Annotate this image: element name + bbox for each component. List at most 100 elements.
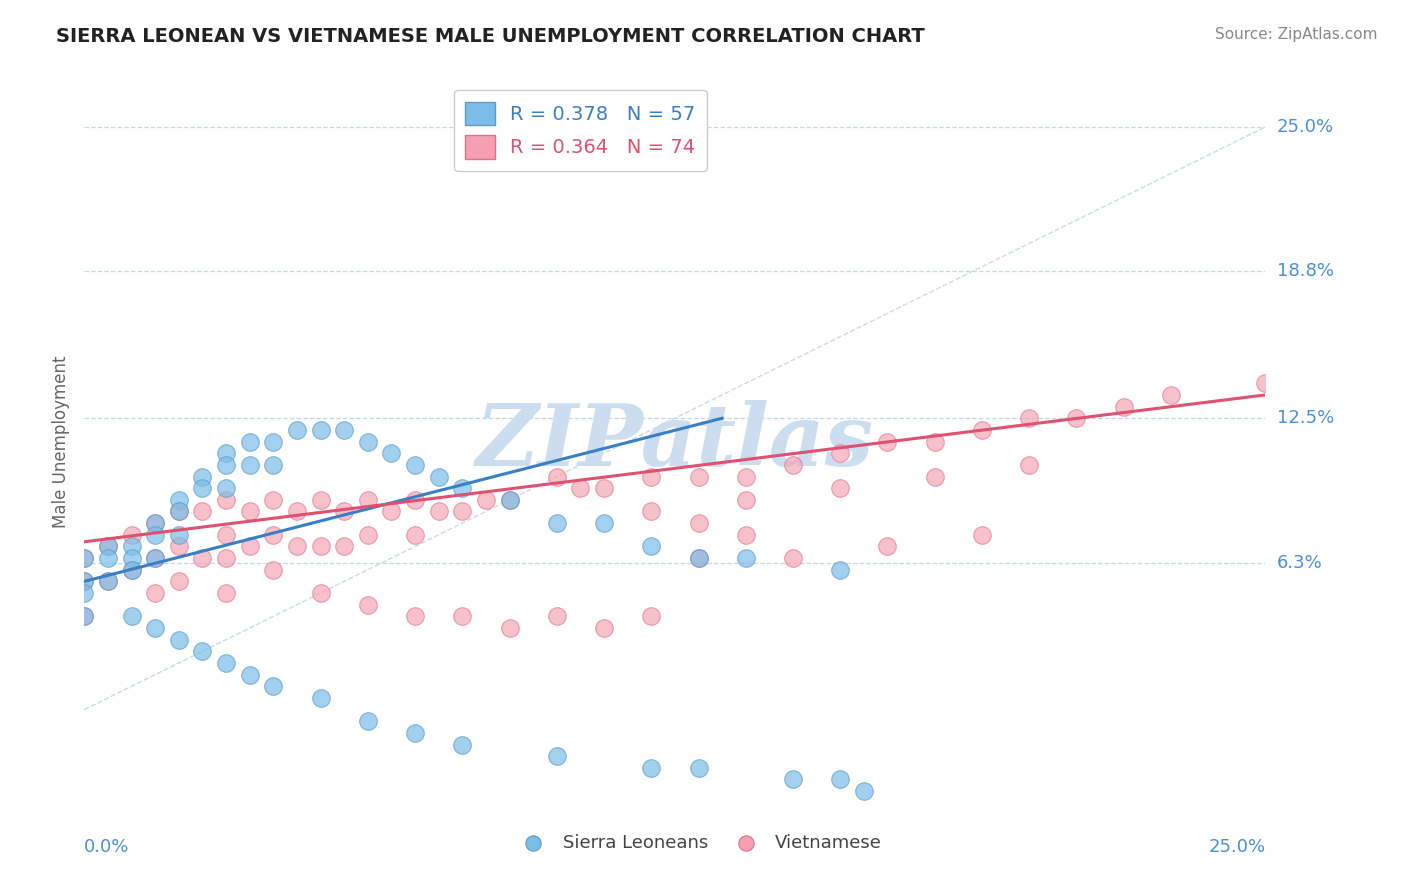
Point	[546, 469, 568, 483]
Point	[546, 516, 568, 530]
Point	[239, 458, 262, 472]
Text: Sierra Leoneans: Sierra Leoneans	[562, 833, 709, 852]
Point	[1018, 458, 1040, 472]
Point	[73, 586, 96, 600]
Point	[451, 738, 474, 752]
Text: 6.3%: 6.3%	[1277, 554, 1322, 572]
Point	[167, 504, 190, 518]
Y-axis label: Male Unemployment: Male Unemployment	[52, 355, 70, 528]
Point	[309, 586, 332, 600]
Point	[262, 492, 284, 507]
Point	[167, 540, 190, 554]
Point	[262, 528, 284, 542]
Point	[688, 516, 710, 530]
Point	[404, 726, 426, 740]
Point	[640, 504, 662, 518]
Point	[830, 446, 852, 460]
Point	[191, 469, 214, 483]
Point	[734, 492, 756, 507]
Point	[215, 528, 238, 542]
Point	[830, 481, 852, 495]
Point	[357, 528, 380, 542]
Point	[73, 574, 96, 589]
Text: ZIPatlas: ZIPatlas	[475, 400, 875, 483]
Point	[688, 761, 710, 775]
Point	[380, 504, 402, 518]
Point	[427, 469, 450, 483]
Point	[239, 540, 262, 554]
Legend: R = 0.378   N = 57, R = 0.364   N = 74: R = 0.378 N = 57, R = 0.364 N = 74	[454, 90, 707, 170]
Point	[97, 574, 120, 589]
Point	[73, 574, 96, 589]
Point	[97, 574, 120, 589]
Point	[215, 656, 238, 670]
Point	[285, 504, 308, 518]
Point	[593, 621, 616, 635]
Point	[640, 761, 662, 775]
Point	[380, 446, 402, 460]
Point	[640, 540, 662, 554]
Point	[782, 551, 804, 566]
Text: 25.0%: 25.0%	[1277, 118, 1334, 136]
Point	[143, 586, 166, 600]
Point	[167, 528, 190, 542]
Point	[924, 469, 946, 483]
Point	[143, 551, 166, 566]
Point	[593, 516, 616, 530]
Point	[121, 563, 143, 577]
Point	[121, 551, 143, 566]
Point	[546, 609, 568, 624]
Point	[333, 504, 356, 518]
Point	[239, 667, 262, 681]
Point	[167, 632, 190, 647]
Point	[451, 609, 474, 624]
Point	[427, 504, 450, 518]
Point	[309, 492, 332, 507]
Point	[640, 469, 662, 483]
Point	[404, 609, 426, 624]
Point	[451, 504, 474, 518]
Point	[852, 784, 875, 798]
Point	[1018, 411, 1040, 425]
Point	[734, 469, 756, 483]
Point	[1066, 411, 1088, 425]
Point	[970, 528, 993, 542]
Point	[143, 621, 166, 635]
Point	[830, 563, 852, 577]
Point	[357, 714, 380, 729]
Point	[924, 434, 946, 449]
Point	[309, 690, 332, 705]
Point	[97, 540, 120, 554]
Point	[215, 458, 238, 472]
Text: Vietnamese: Vietnamese	[775, 833, 882, 852]
Point	[285, 423, 308, 437]
Point	[876, 540, 898, 554]
Point	[475, 492, 498, 507]
Point	[262, 434, 284, 449]
Point	[404, 458, 426, 472]
Point	[546, 749, 568, 764]
Point	[191, 504, 214, 518]
Point	[167, 574, 190, 589]
Point	[285, 540, 308, 554]
Point	[309, 423, 332, 437]
Point	[404, 528, 426, 542]
Point	[593, 481, 616, 495]
Point	[143, 516, 166, 530]
Point	[215, 446, 238, 460]
Point	[333, 423, 356, 437]
Point	[734, 551, 756, 566]
Point	[688, 551, 710, 566]
Text: 12.5%: 12.5%	[1277, 409, 1334, 427]
Point	[121, 563, 143, 577]
Point	[167, 492, 190, 507]
Text: 0.0%: 0.0%	[84, 838, 129, 855]
Point	[239, 434, 262, 449]
Point	[1254, 376, 1277, 391]
Point	[73, 609, 96, 624]
Point	[97, 551, 120, 566]
Point	[357, 434, 380, 449]
Point	[143, 551, 166, 566]
Point	[734, 528, 756, 542]
Point	[191, 644, 214, 658]
